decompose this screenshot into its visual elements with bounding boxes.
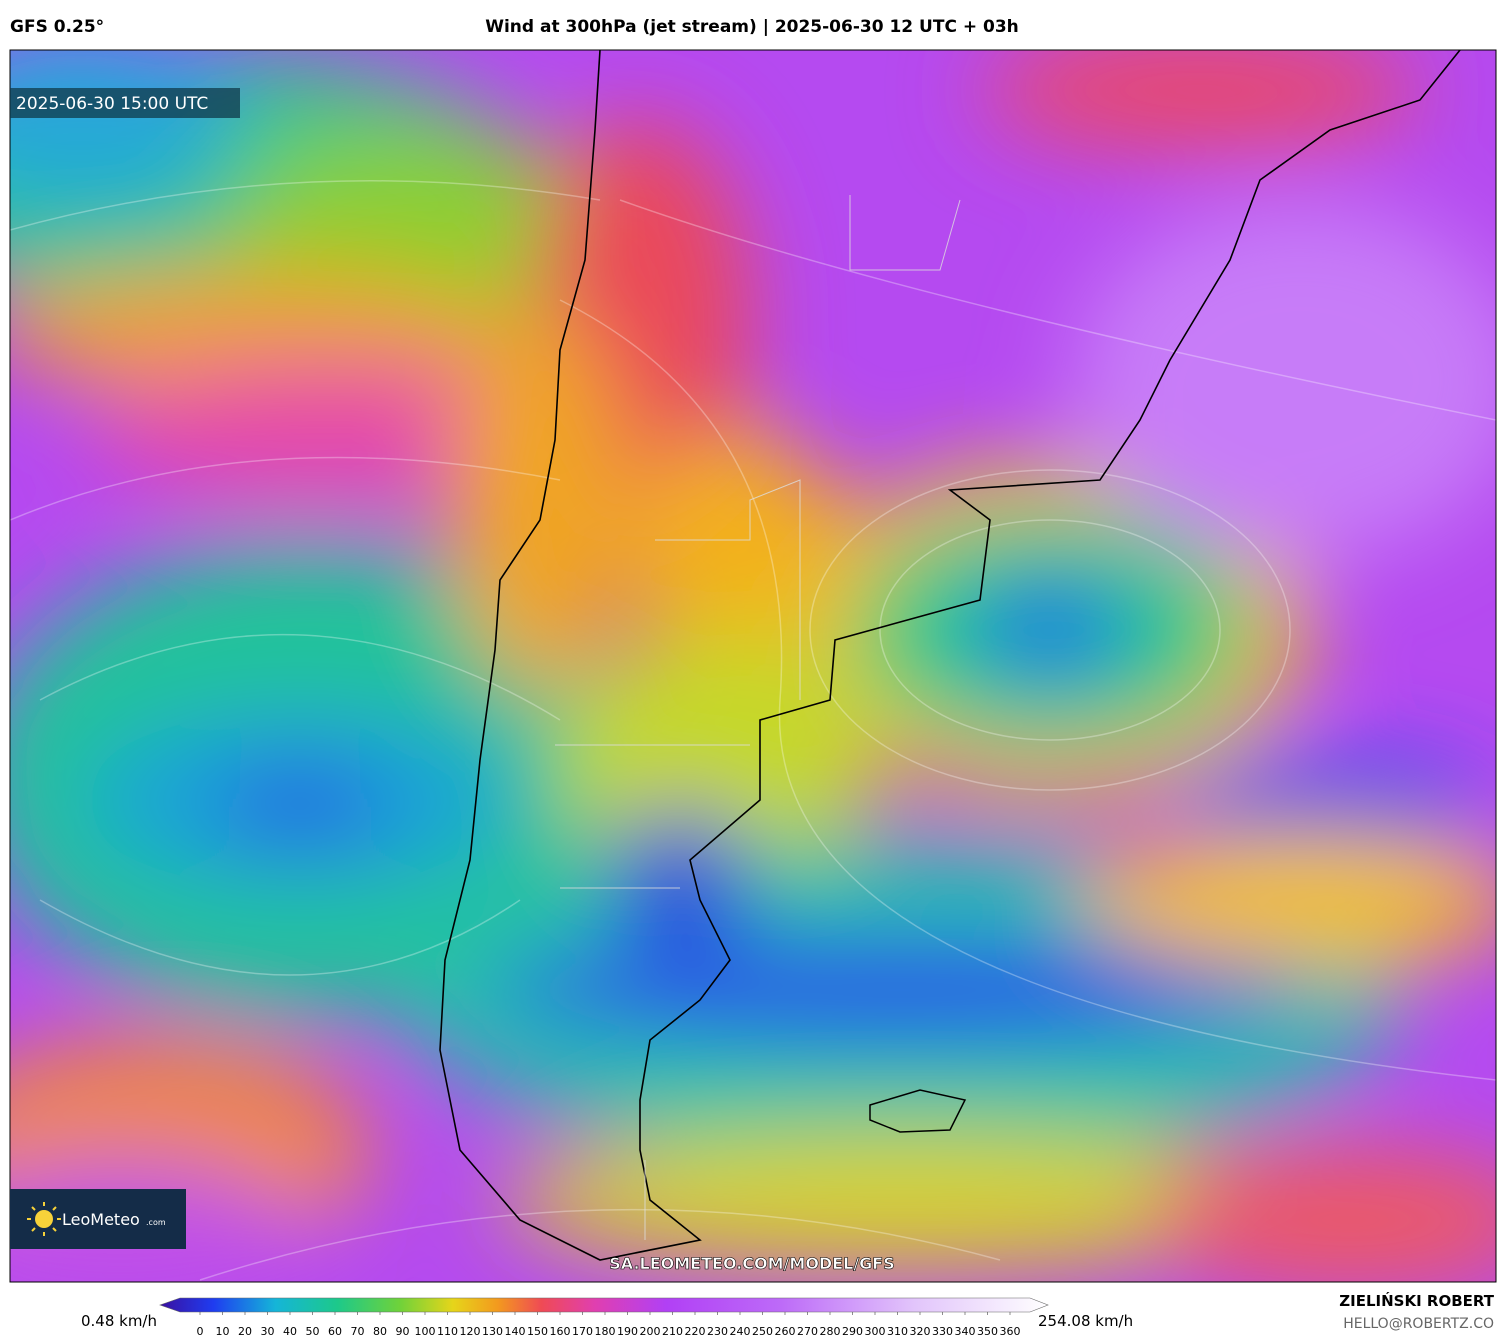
colorbar-tick-label: 330 xyxy=(932,1325,953,1338)
colorbar-tick-label: 90 xyxy=(396,1325,410,1338)
colorbar-tick-label: 120 xyxy=(460,1325,481,1338)
chart-title: Wind at 300hPa (jet stream) | 2025-06-30… xyxy=(485,17,1019,37)
colorbar-tick-label: 30 xyxy=(261,1325,275,1338)
logo-text: LeoMeteo xyxy=(62,1210,140,1229)
colorbar-tick-label: 260 xyxy=(775,1325,796,1338)
valid-time: 2025-06-30 15:00 UTC xyxy=(16,94,208,114)
colorbar-tick-label: 220 xyxy=(685,1325,706,1338)
colorbar xyxy=(159,1297,1049,1313)
borders xyxy=(555,195,961,1240)
time-badge xyxy=(10,88,240,118)
colorbar-tick-label: 40 xyxy=(283,1325,297,1338)
colorbar-tick-label: 160 xyxy=(550,1325,571,1338)
colorbar-tick-label: 10 xyxy=(216,1325,230,1338)
colorbar-tick-label: 190 xyxy=(617,1325,638,1338)
colorbar-tick-label: 180 xyxy=(595,1325,616,1338)
email: HELLO@ROBERTZ.CO xyxy=(1343,1316,1494,1332)
colorbar-tick-label: 360 xyxy=(1000,1325,1021,1338)
colorbar-tick-label: 290 xyxy=(842,1325,863,1338)
colorbar-tick-label: 110 xyxy=(437,1325,458,1338)
logo-suffix: .com xyxy=(146,1218,166,1227)
colorbar-tick-label: 320 xyxy=(910,1325,931,1338)
colorbar-tick-label: 340 xyxy=(955,1325,976,1338)
watermark: SA.LEOMETEO.COM/MODEL/GFS xyxy=(609,1254,895,1273)
streamlines xyxy=(10,180,1496,1281)
colorbar-tick-label: 240 xyxy=(730,1325,751,1338)
colorbar-tick-label: 280 xyxy=(820,1325,841,1338)
colorbar-tick-label: 0 xyxy=(197,1325,204,1338)
map-frame xyxy=(9,49,1497,1283)
colorbar-min: 0.48 km/h xyxy=(81,1312,157,1330)
colorbar-tick-label: 200 xyxy=(640,1325,661,1338)
falkland-islands xyxy=(869,1089,967,1133)
model-label: GFS 0.25° xyxy=(10,17,104,37)
logo-rays xyxy=(27,1202,61,1236)
wind-field xyxy=(10,50,1496,1282)
colorbar-tick-label: 130 xyxy=(482,1325,503,1338)
colorbar-tick-label: 300 xyxy=(865,1325,886,1338)
colorbar-tick-label: 230 xyxy=(707,1325,728,1338)
logo-sun xyxy=(35,1210,53,1228)
colorbar-tick-label: 60 xyxy=(328,1325,342,1338)
colorbar-tick-label: 210 xyxy=(662,1325,683,1338)
colorbar-tick-label: 350 xyxy=(977,1325,998,1338)
colorbar-max: 254.08 km/h xyxy=(1038,1312,1133,1330)
colorbar-tick-label: 140 xyxy=(505,1325,526,1338)
colorbar-tick-label: 250 xyxy=(752,1325,773,1338)
colorbar-tick-label: 70 xyxy=(351,1325,365,1338)
colorbar-tick-label: 100 xyxy=(415,1325,436,1338)
colorbar-tick-label: 150 xyxy=(527,1325,548,1338)
colorbar-ticks: 0 10 20 30 40 50 60 70 80 90 100 110 120 130 140 150 160… xyxy=(197,1312,1021,1338)
colorbar-tick-label: 170 xyxy=(572,1325,593,1338)
coastline xyxy=(439,50,1461,1261)
colorbar-tick-label: 310 xyxy=(887,1325,908,1338)
colorbar-tick-label: 50 xyxy=(306,1325,320,1338)
author: ZIELIŃSKI ROBERT xyxy=(1339,1291,1494,1310)
colorbar-tick-label: 20 xyxy=(238,1325,252,1338)
colorbar-tick-label: 270 xyxy=(797,1325,818,1338)
colorbar-tick-label: 80 xyxy=(373,1325,387,1338)
